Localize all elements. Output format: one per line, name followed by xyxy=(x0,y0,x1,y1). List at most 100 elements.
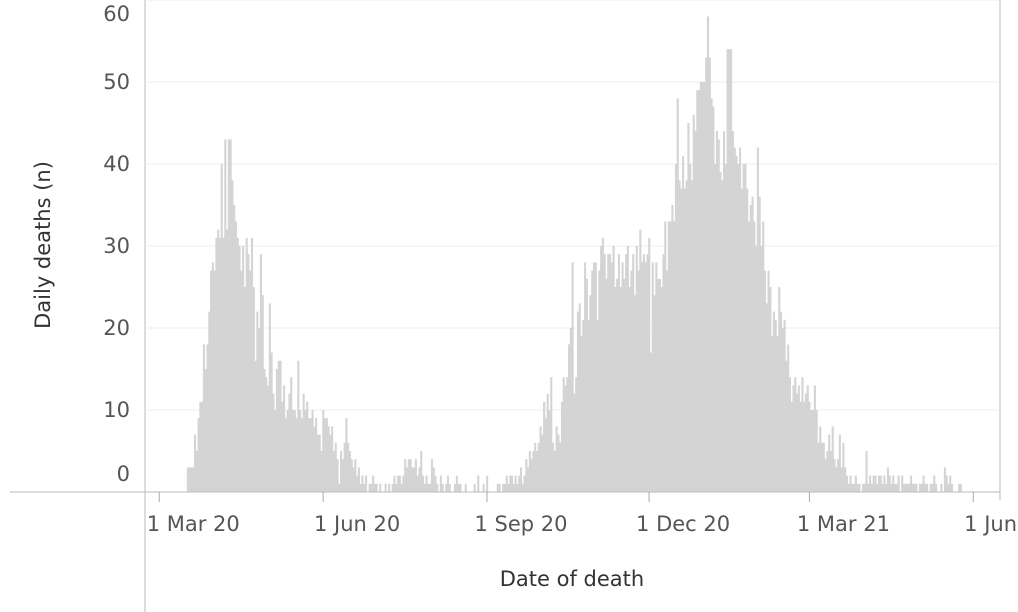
bar xyxy=(477,475,480,492)
bar xyxy=(267,385,270,492)
bar xyxy=(674,164,678,492)
bar xyxy=(874,475,877,492)
bar xyxy=(894,483,897,492)
bar xyxy=(507,483,510,492)
bar xyxy=(523,475,526,492)
bar xyxy=(856,483,859,492)
x-tick-label: 1 Jun 20 xyxy=(314,512,400,536)
bar xyxy=(772,311,775,492)
bar xyxy=(279,360,282,492)
bar xyxy=(338,483,341,492)
bar xyxy=(714,164,717,492)
bar xyxy=(637,270,640,492)
bar xyxy=(259,254,262,492)
bar xyxy=(911,483,914,492)
bar xyxy=(206,344,209,492)
bar xyxy=(792,385,795,492)
bar xyxy=(854,475,857,492)
bar xyxy=(336,459,339,492)
bar xyxy=(929,483,932,492)
bar xyxy=(740,188,743,492)
bar xyxy=(413,467,416,492)
bar xyxy=(933,475,936,492)
bar xyxy=(576,311,580,492)
bar xyxy=(666,270,669,492)
bar xyxy=(539,426,542,492)
bar xyxy=(910,475,913,492)
bar xyxy=(498,483,501,492)
bar xyxy=(840,467,843,492)
bar xyxy=(226,229,229,492)
bar xyxy=(525,459,528,492)
bar xyxy=(334,442,337,492)
bar xyxy=(309,418,312,492)
bar xyxy=(945,475,948,492)
bar xyxy=(373,483,376,492)
bar xyxy=(671,205,674,492)
bar xyxy=(227,139,230,492)
bar xyxy=(425,475,428,492)
bar xyxy=(751,196,754,493)
x-tick-label: 1 Dec 20 xyxy=(636,512,730,536)
bar xyxy=(283,385,286,492)
bar xyxy=(233,205,236,492)
bar xyxy=(511,475,514,492)
bar xyxy=(685,180,688,492)
bar xyxy=(648,237,651,492)
bar xyxy=(694,131,697,492)
bar xyxy=(274,410,277,492)
bar xyxy=(263,369,266,492)
bar xyxy=(398,475,401,492)
bar xyxy=(657,278,660,492)
bar xyxy=(254,360,257,492)
bar xyxy=(703,82,706,492)
bar xyxy=(503,483,507,492)
x-tick-label: 1 Mar 20 xyxy=(147,512,240,536)
bar xyxy=(705,57,708,493)
bar xyxy=(304,410,307,492)
bar xyxy=(222,237,225,492)
bar xyxy=(486,475,489,492)
bar xyxy=(849,475,852,492)
bar xyxy=(345,418,348,492)
bar xyxy=(826,451,829,492)
bar xyxy=(628,287,631,492)
bar xyxy=(804,393,808,492)
bar xyxy=(728,49,731,492)
bar xyxy=(901,475,904,492)
bar xyxy=(621,262,624,492)
bar xyxy=(902,483,906,492)
bar xyxy=(268,303,271,492)
bar xyxy=(432,467,435,492)
bar xyxy=(592,262,596,492)
bar xyxy=(744,164,747,492)
bar xyxy=(721,180,724,492)
y-tick-label: 50 xyxy=(103,70,130,94)
bar xyxy=(201,401,204,492)
bar xyxy=(364,475,368,492)
y-axis-title: Daily deaths (n) xyxy=(31,161,55,329)
bar xyxy=(609,254,612,492)
bar xyxy=(724,164,727,492)
bar xyxy=(708,57,711,493)
bar xyxy=(409,459,412,492)
bar xyxy=(250,237,254,492)
bar xyxy=(430,459,433,492)
bar xyxy=(284,418,287,492)
bar xyxy=(204,369,207,492)
bar xyxy=(300,418,303,492)
bar xyxy=(528,451,531,492)
bar xyxy=(429,483,432,492)
bar xyxy=(769,287,772,492)
bar xyxy=(601,237,604,492)
bar xyxy=(639,229,642,492)
bar xyxy=(692,114,695,493)
bar xyxy=(847,483,850,492)
bar xyxy=(215,237,218,492)
bar xyxy=(202,344,205,492)
bar xyxy=(712,106,715,492)
bar xyxy=(240,270,243,492)
bar xyxy=(664,221,667,492)
bar xyxy=(655,262,658,492)
